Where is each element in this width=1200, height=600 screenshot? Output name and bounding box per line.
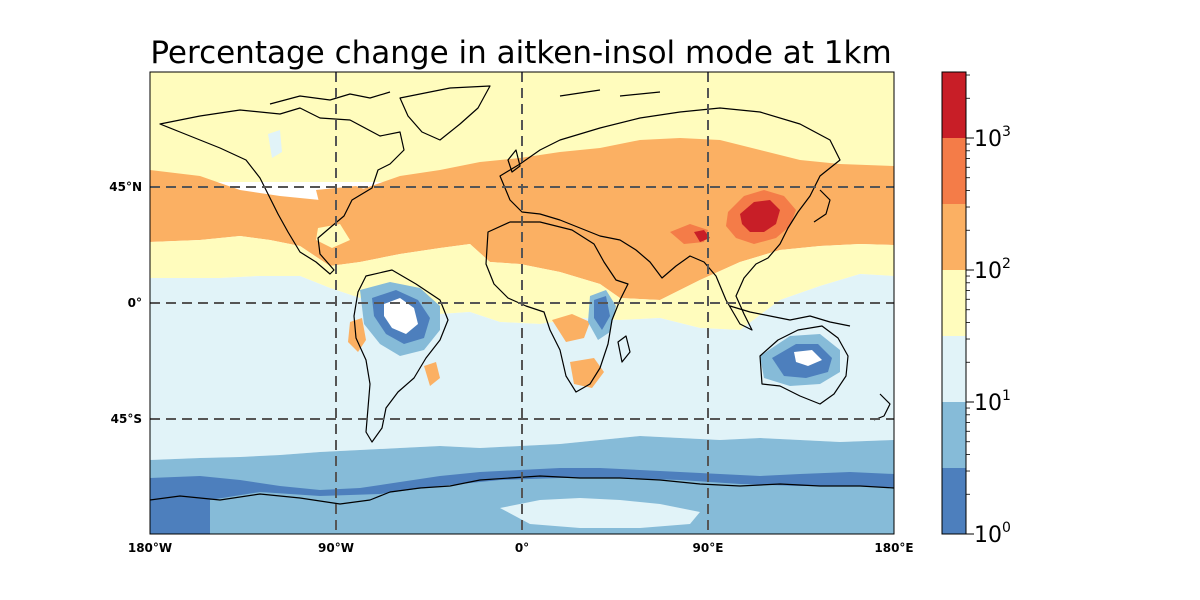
lon-tick-0: 0° — [515, 541, 529, 555]
colorbar-level-2 — [942, 336, 966, 402]
south-america-orange — [348, 318, 366, 352]
south-africa-orange — [570, 358, 604, 388]
map-title: Percentage change in aitken-insol mode a… — [150, 35, 891, 71]
greenland-light — [268, 130, 282, 158]
land-outlines — [150, 85, 894, 505]
south-america-orange-2 — [424, 362, 440, 386]
china-hotspot-red — [740, 200, 780, 232]
gridlines — [150, 72, 894, 534]
lat-tick-45n: 45°N — [109, 180, 142, 194]
lat-tick-45s: 45°S — [111, 412, 142, 426]
outline-north-america — [159, 107, 405, 275]
colorbar-level-3 — [942, 270, 966, 336]
colorbar-level-5 — [942, 138, 966, 204]
outline-japan — [813, 189, 831, 223]
australia-white — [794, 350, 822, 366]
outline-europe-asia — [499, 107, 841, 331]
outline-antarctica — [150, 475, 894, 505]
gulf-yellow — [316, 224, 350, 248]
himalaya-hotspot-red — [694, 230, 710, 242]
colorbar-tick-label-2: 102 — [974, 256, 1011, 284]
outline-greenland — [399, 85, 491, 141]
colorbar-level-1 — [942, 402, 966, 468]
east-africa-dark — [594, 296, 610, 330]
outline-australia — [759, 325, 849, 405]
map-panel: 180°W 90°W 0° 90°E 180°E 45°N 0° 45°S — [109, 71, 914, 555]
central-africa-orange — [552, 314, 590, 342]
colorbar-frame — [941, 71, 967, 535]
colorbar-tick-label-3: 103 — [974, 124, 1011, 152]
map-frame — [149, 71, 895, 535]
colorbar-levels — [942, 72, 966, 534]
amazon-white — [384, 298, 418, 334]
lon-tick-90w: 90°W — [318, 541, 354, 555]
outline-british-isles — [507, 149, 521, 173]
colorbar: 100 101 102 103 — [941, 71, 1011, 548]
outline-arctic-islands — [269, 89, 661, 105]
colorbar-level-4 — [942, 204, 966, 270]
band-antarctic-light — [500, 498, 700, 528]
lon-tick-180e: 180°E — [874, 541, 913, 555]
colorbar-ticks: 100 101 102 103 — [966, 74, 1011, 548]
outline-madagascar — [617, 335, 631, 363]
colorbar-level-6 — [942, 72, 966, 138]
colorbar-level-0 — [942, 468, 966, 534]
colorbar-tick-label-0: 100 — [974, 520, 1011, 548]
lon-tick-180w: 180°W — [128, 541, 172, 555]
lon-tick-90e: 90°E — [693, 541, 724, 555]
lat-tick-0: 0° — [128, 296, 142, 310]
colorbar-tick-label-1: 101 — [974, 388, 1011, 416]
outline-indonesia — [729, 305, 851, 327]
